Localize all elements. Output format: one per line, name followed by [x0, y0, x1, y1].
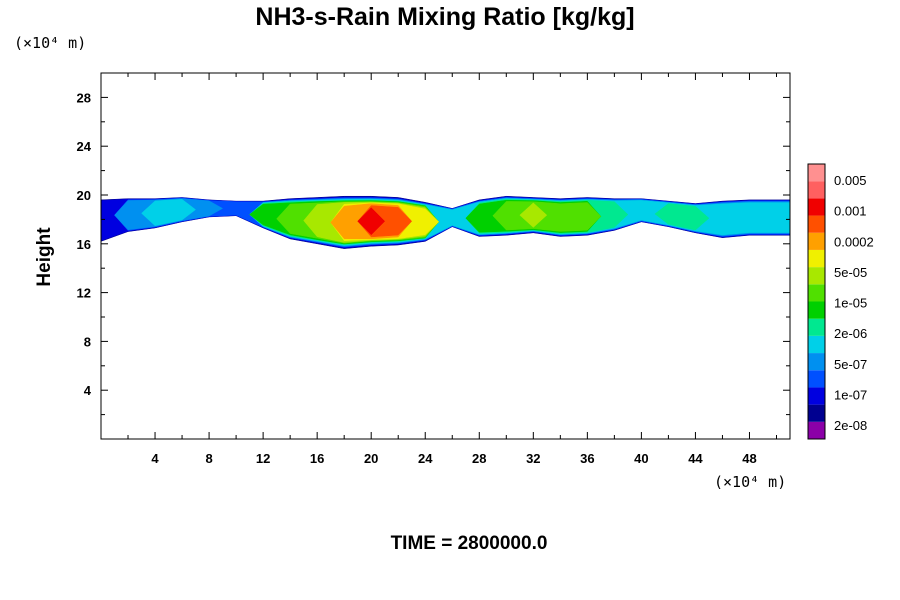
x-tick-label: 28	[472, 451, 486, 466]
contour-fill-level	[492, 201, 602, 232]
y-axis-label: Height	[34, 227, 55, 287]
x-tick-label: 16	[310, 451, 324, 466]
colorbar-swatch	[808, 404, 825, 422]
y-tick-label: 8	[84, 334, 91, 349]
y-tick-label: 12	[77, 286, 91, 301]
y-tick-label: 28	[77, 90, 91, 105]
x-tick-label: 36	[580, 451, 594, 466]
colorbar-swatch	[808, 335, 825, 354]
colorbar-label: 0.0002	[834, 234, 874, 249]
y-tick-label: 4	[84, 383, 92, 398]
colorbar: 0.005 0.001 0.0002 5e-05 1e-05 2e-06 5e-07 1e-0…	[807, 163, 874, 440]
contour-fill-level	[141, 199, 196, 226]
colorbar-swatch	[808, 301, 825, 319]
x-tick-label: 20	[364, 451, 378, 466]
x-tick-label: 44	[688, 451, 703, 466]
colorbar-label: 5e-07	[834, 357, 867, 372]
contour-field	[101, 195, 790, 249]
contour-fill-level	[654, 203, 710, 231]
y-tick-label: 16	[77, 237, 91, 252]
colorbar-swatch	[808, 181, 825, 199]
colorbar-label: 1e-05	[834, 296, 867, 311]
chart-title: NH3-s-Rain Mixing Ratio [kg/kg]	[255, 3, 634, 31]
contour-fill-level	[357, 207, 386, 236]
colorbar-label: 0.005	[834, 173, 867, 188]
y-unit-label: (×10⁴ m)	[14, 34, 86, 52]
colorbar-swatch	[808, 164, 825, 182]
x-tick-label: 8	[205, 451, 212, 466]
colorbar-swatch	[808, 249, 825, 268]
x-tick-label: 48	[742, 451, 756, 466]
colorbar-swatch	[808, 215, 825, 233]
colorbar-swatch	[808, 267, 825, 285]
colorbar-swatch	[808, 284, 825, 302]
plot-frame	[100, 72, 791, 440]
colorbar-label: 2e-08	[834, 418, 867, 433]
x-tick-label: 24	[418, 451, 433, 466]
colorbar-swatch	[808, 353, 825, 371]
colorbar-label: 2e-06	[834, 326, 867, 341]
colorbar-frame	[807, 163, 826, 440]
time-label: TIME = 2800000.0	[391, 533, 548, 554]
colorbar-swatch	[808, 421, 825, 439]
colorbar-swatch	[808, 370, 825, 388]
x-tick-label: 32	[526, 451, 540, 466]
colorbar-swatch	[808, 387, 825, 405]
colorbar-label: 0.001	[834, 204, 867, 219]
y-tick-label: 20	[77, 188, 91, 203]
y-tick-label: 24	[77, 139, 92, 154]
colorbar-swatch	[808, 232, 825, 250]
colorbar-swatch	[808, 318, 825, 336]
x-tick-label: 12	[256, 451, 270, 466]
x-tick-label: 40	[634, 451, 648, 466]
x-tick-label: 4	[151, 451, 159, 466]
colorbar-label: 1e-07	[834, 387, 867, 402]
colorbar-label: 5e-05	[834, 265, 867, 280]
colorbar-swatch	[808, 198, 825, 216]
contour-fill-level	[519, 202, 548, 228]
x-unit-label: (×10⁴ m)	[714, 473, 786, 491]
